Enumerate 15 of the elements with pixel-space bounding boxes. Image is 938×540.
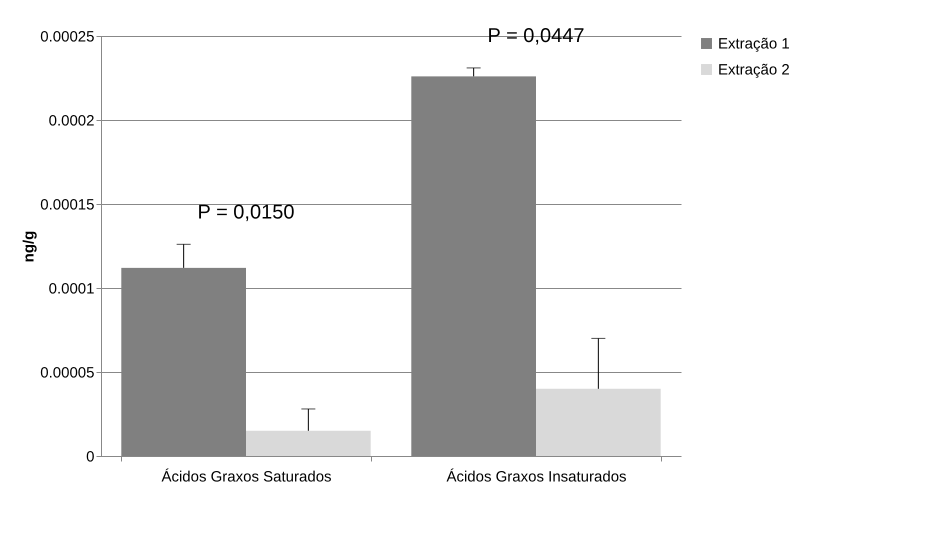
x-tick-label: Ácidos Graxos Saturados <box>161 468 332 486</box>
x-tick-label: Ácidos Graxos Insaturados <box>446 468 627 486</box>
y-tick-label: 0.00005 <box>40 364 94 382</box>
annotation: P = 0,0447 <box>488 24 584 47</box>
legend-label: Extração 2 <box>718 62 790 78</box>
bar <box>246 430 371 456</box>
y-tick-label: 0 <box>86 448 94 466</box>
legend-label: Extração 1 <box>718 36 790 52</box>
y-axis-title: ng/g <box>20 230 38 262</box>
annotation: P = 0,0150 <box>198 201 294 224</box>
y-tick-label: 0.0002 <box>48 112 94 130</box>
y-tick-label: 0.0001 <box>48 280 94 298</box>
bar <box>536 388 661 456</box>
y-tick-label: 0.00015 <box>40 196 94 214</box>
y-tick-label: 0.00025 <box>40 28 94 46</box>
